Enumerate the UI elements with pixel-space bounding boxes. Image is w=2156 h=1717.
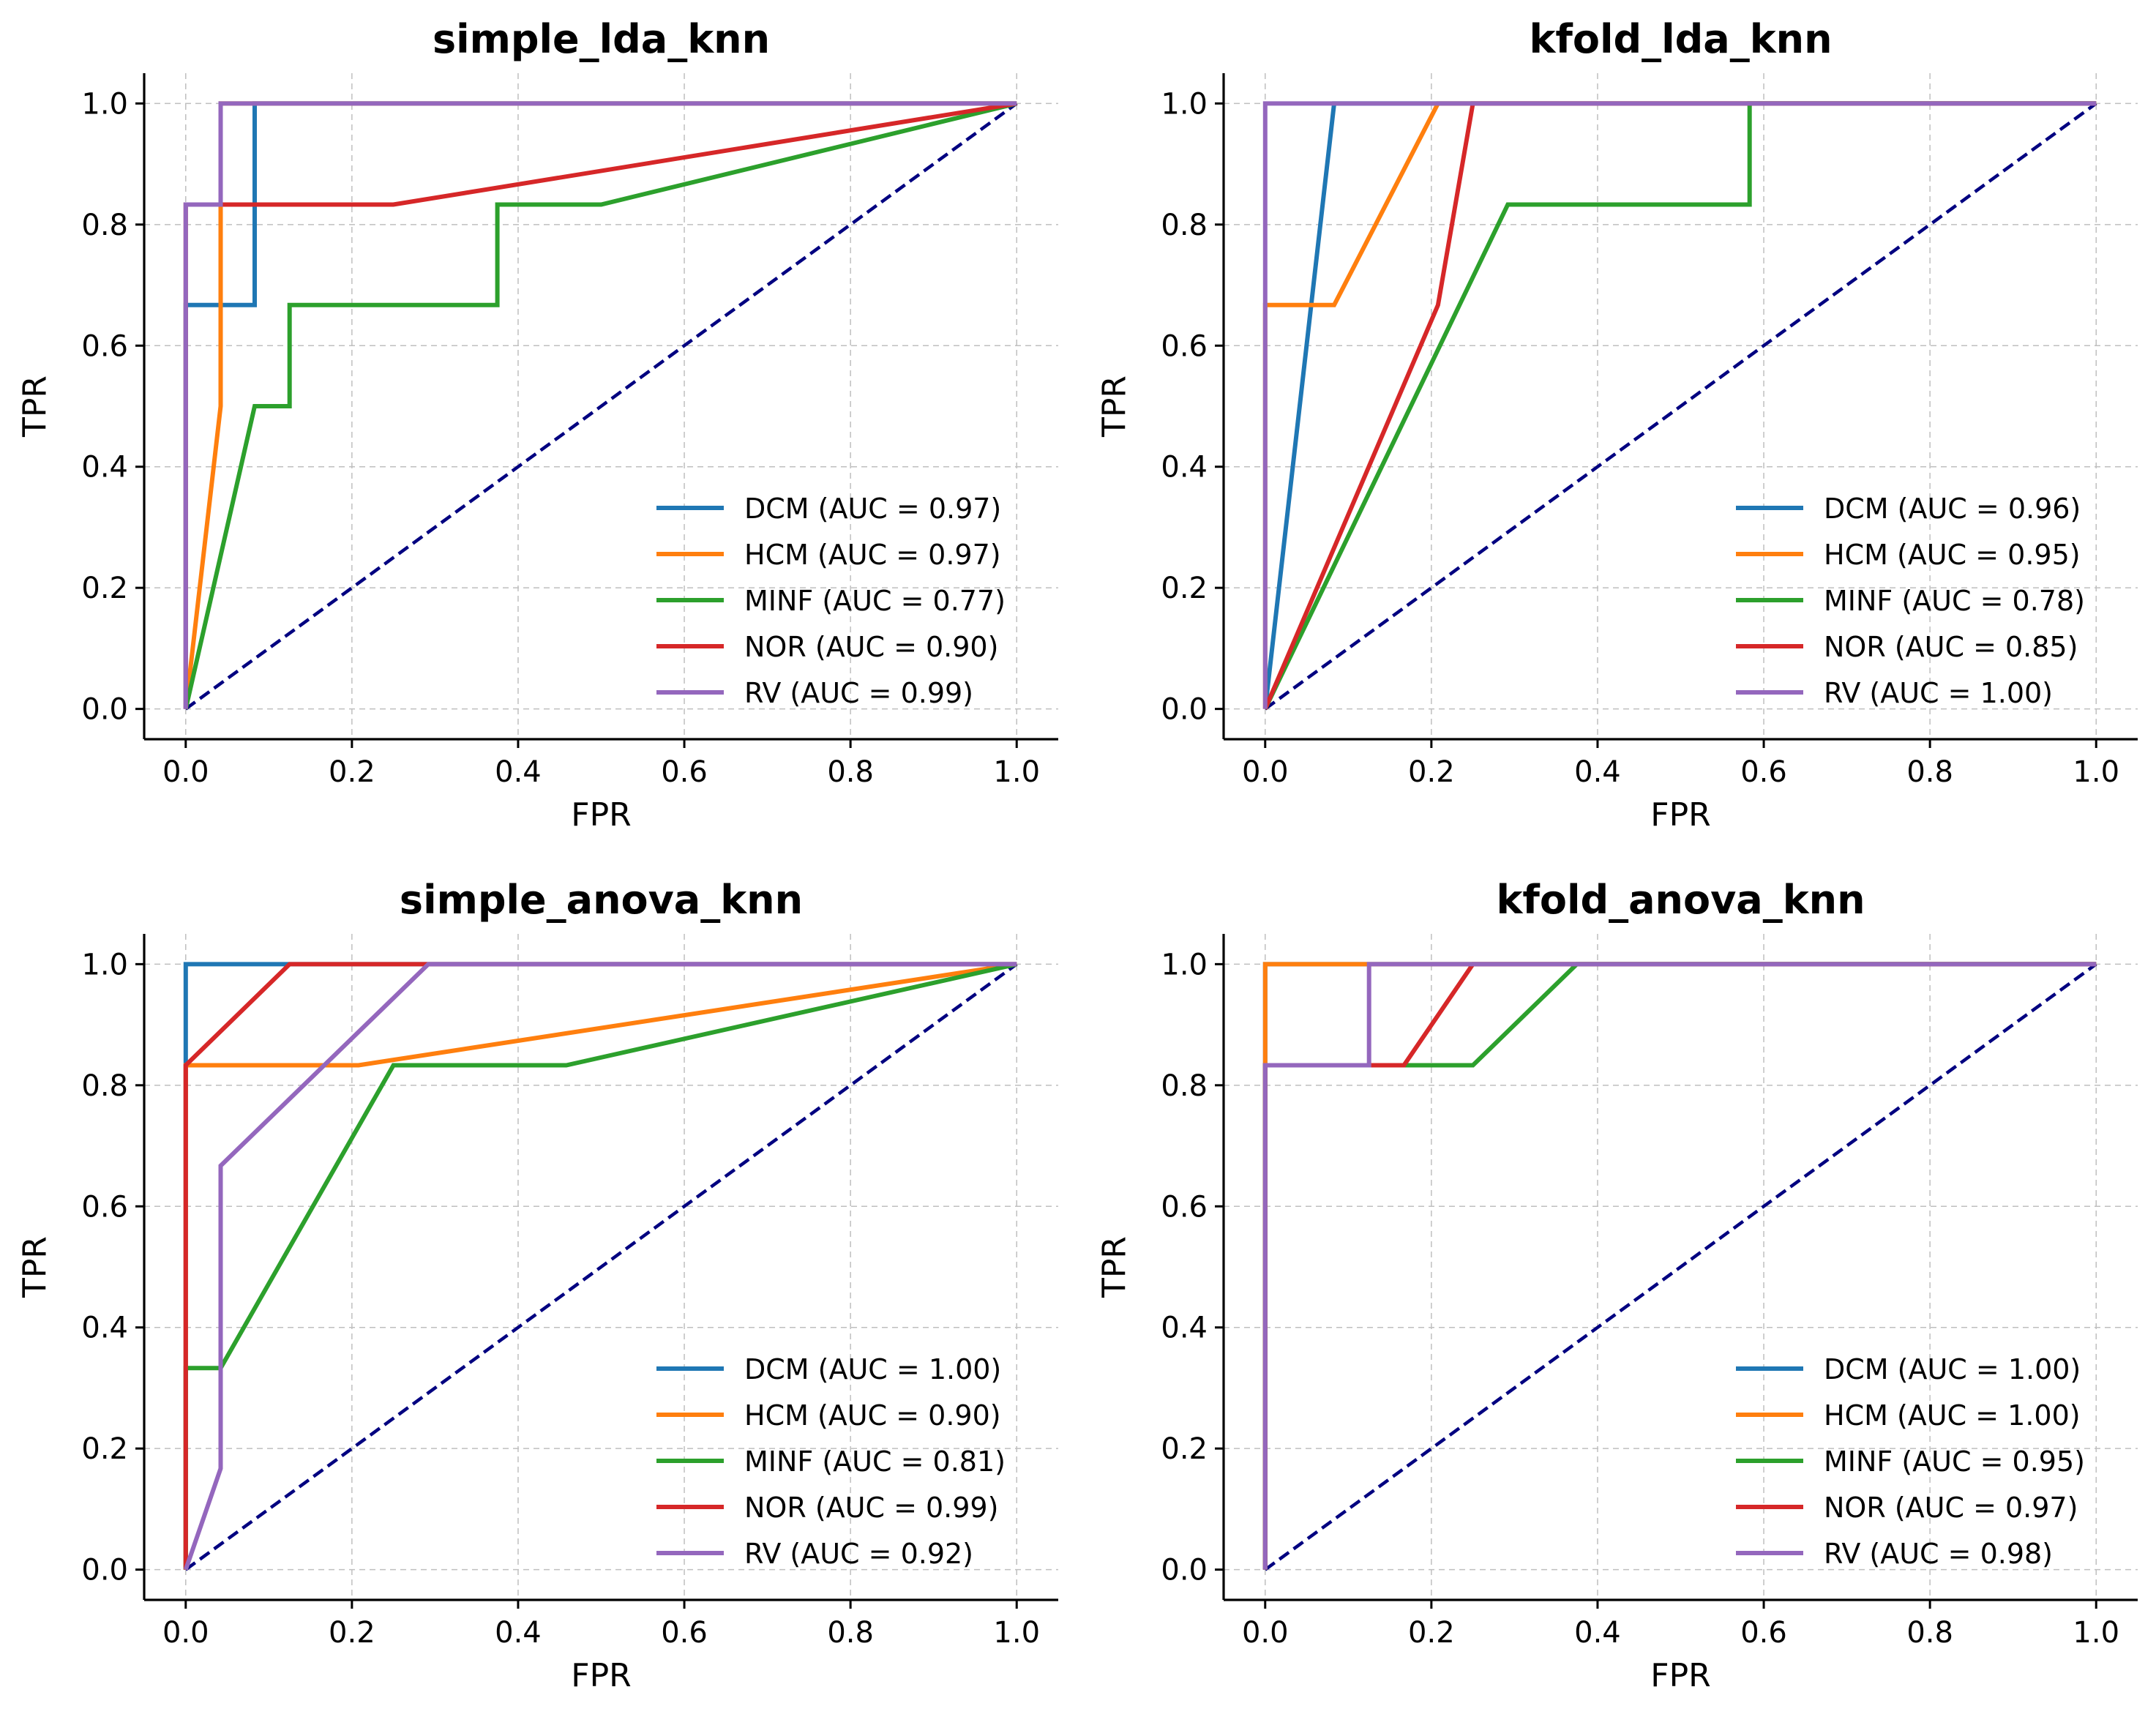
x-axis-label: FPR (571, 1657, 631, 1694)
legend-entry: MINF (AUC = 0.77) (744, 585, 1006, 617)
roc-line-5 (183, 962, 1017, 1571)
subplot-1: 0.0 0.2 0.4 0.6 0.8 1.0 0.0 0.2 0.4 0.6 0.8 1.0 simp… (16, 16, 1058, 834)
x-tick-label: 0.2 (1408, 755, 1455, 789)
x-tick-label: 0.4 (495, 1616, 542, 1650)
x-axis-label: FPR (1650, 796, 1710, 834)
subplot-2: 0.0 0.2 0.4 0.6 0.8 1.0 0.0 0.2 0.4 0.6 0.8 1.0 kfol… (1096, 16, 2138, 834)
legend-entry: MINF (AUC = 0.78) (1824, 585, 2085, 617)
legend-entry: MINF (AUC = 0.95) (1824, 1445, 2085, 1478)
legend: DCM (AUC = 1.00) HCM (AUC = 0.90) MINF (AU… (656, 1353, 1006, 1570)
x-tick-label: 0.4 (1574, 755, 1621, 789)
chart-title: simple_anova_knn (400, 877, 803, 923)
x-tick-label: 0.6 (1740, 1616, 1787, 1650)
x-tick-label: 1.0 (993, 755, 1040, 789)
x-axis-label: FPR (571, 796, 631, 834)
legend-entry: HCM (AUC = 0.97) (744, 539, 1001, 571)
x-tick-label: 0.2 (1408, 1616, 1455, 1650)
x-tick-label: 0.8 (827, 755, 874, 789)
roc-line-5 (1262, 962, 2097, 1570)
y-tick-label: 0.8 (81, 209, 128, 242)
legend-entry: HCM (AUC = 0.95) (1824, 539, 2081, 571)
legend-entry: RV (AUC = 0.99) (744, 677, 973, 709)
legend-entry: MINF (AUC = 0.81) (744, 1445, 1006, 1478)
legend-entry: DCM (AUC = 1.00) (744, 1353, 1001, 1385)
x-tick-label: 0.2 (329, 755, 375, 789)
y-tick-label: 0.0 (1161, 693, 1208, 727)
legend-entry: RV (AUC = 0.92) (744, 1538, 973, 1570)
y-axis-label: TPR (16, 1236, 53, 1298)
subplot-4: 0.0 0.2 0.4 0.6 0.8 1.0 0.0 0.2 0.4 0.6 0.8 1.0 kfol… (1096, 877, 2138, 1694)
y-tick-label: 1.0 (81, 948, 128, 981)
y-axis-label: TPR (1096, 375, 1133, 438)
y-tick-label: 0.8 (1161, 209, 1208, 242)
legend: DCM (AUC = 0.97) HCM (AUC = 0.97) MINF (AU… (656, 493, 1006, 709)
roc-line-5 (183, 101, 1017, 709)
y-tick-label: 0.2 (1161, 572, 1208, 605)
y-tick-label: 0.0 (81, 693, 128, 727)
y-tick-label: 1.0 (1161, 948, 1208, 981)
x-tick-label: 0.8 (1906, 755, 1953, 789)
x-tick-label: 1.0 (2073, 755, 2119, 789)
roc-line-3 (183, 101, 1017, 710)
x-tick-label: 0.0 (162, 755, 209, 789)
legend-entry: DCM (AUC = 0.96) (1824, 493, 2081, 525)
chart-title: kfold_lda_knn (1529, 16, 1832, 62)
y-tick-label: 1.0 (81, 87, 128, 121)
x-tick-label: 0.0 (1242, 1616, 1289, 1650)
y-tick-label: 0.2 (81, 572, 128, 605)
x-tick-label: 0.6 (661, 755, 708, 789)
x-axis-label: FPR (1650, 1657, 1710, 1694)
x-tick-label: 0.0 (162, 1616, 209, 1650)
x-tick-label: 0.2 (329, 1616, 375, 1650)
x-tick-label: 0.6 (661, 1616, 708, 1650)
x-tick-label: 0.8 (1906, 1616, 1953, 1650)
legend-entry: NOR (AUC = 0.85) (1824, 631, 2078, 663)
chance-diagonal-line (184, 102, 1018, 711)
x-tick-label: 0.8 (827, 1616, 874, 1650)
y-tick-label: 1.0 (1161, 87, 1208, 121)
x-tick-label: 0.4 (495, 755, 542, 789)
y-tick-label: 0.8 (81, 1069, 128, 1103)
legend-entry: NOR (AUC = 0.90) (744, 631, 998, 663)
y-tick-label: 0.6 (81, 1190, 128, 1224)
y-tick-label: 0.4 (81, 1312, 128, 1345)
legend-entry: DCM (AUC = 0.97) (744, 493, 1001, 525)
legend-entry: DCM (AUC = 1.00) (1824, 1353, 2081, 1385)
legend: DCM (AUC = 1.00) HCM (AUC = 1.00) MINF (AU… (1736, 1353, 2085, 1570)
y-tick-label: 0.4 (81, 451, 128, 485)
x-tick-label: 1.0 (993, 1616, 1040, 1650)
x-tick-label: 0.6 (1740, 755, 1787, 789)
y-tick-label: 0.6 (1161, 329, 1208, 363)
legend-entry: RV (AUC = 1.00) (1824, 677, 2053, 709)
x-tick-label: 0.0 (1242, 755, 1289, 789)
legend: DCM (AUC = 0.96) HCM (AUC = 0.95) MINF (AU… (1736, 493, 2085, 709)
y-tick-label: 0.0 (1161, 1554, 1208, 1587)
y-tick-label: 0.6 (81, 329, 128, 363)
chart-title: simple_lda_knn (433, 16, 770, 62)
y-axis-label: TPR (1096, 1236, 1133, 1298)
y-axis-label: TPR (16, 375, 53, 438)
y-tick-label: 0.4 (1161, 1312, 1208, 1345)
legend-entry: RV (AUC = 0.98) (1824, 1538, 2053, 1570)
x-tick-label: 0.4 (1574, 1616, 1621, 1650)
chance-diagonal-line (184, 962, 1018, 1571)
y-tick-label: 0.4 (1161, 451, 1208, 485)
chance-diagonal-line (1264, 102, 2097, 711)
x-tick-label: 1.0 (2073, 1616, 2119, 1650)
y-tick-label: 0.6 (1161, 1190, 1208, 1224)
y-tick-label: 0.2 (1161, 1432, 1208, 1466)
roc-line-5 (1262, 101, 2097, 709)
legend-entry: NOR (AUC = 0.99) (744, 1492, 998, 1524)
legend-entry: NOR (AUC = 0.97) (1824, 1492, 2078, 1524)
y-tick-label: 0.0 (81, 1554, 128, 1587)
subplot-3: 0.0 0.2 0.4 0.6 0.8 1.0 0.0 0.2 0.4 0.6 0.8 1.0 simp… (16, 877, 1058, 1694)
chance-diagonal-line (1264, 962, 2097, 1571)
chart-title: kfold_anova_knn (1496, 877, 1865, 923)
y-tick-label: 0.2 (81, 1432, 128, 1466)
legend-entry: HCM (AUC = 0.90) (744, 1399, 1001, 1432)
y-tick-label: 0.8 (1161, 1069, 1208, 1103)
legend-entry: HCM (AUC = 1.00) (1824, 1399, 2081, 1432)
